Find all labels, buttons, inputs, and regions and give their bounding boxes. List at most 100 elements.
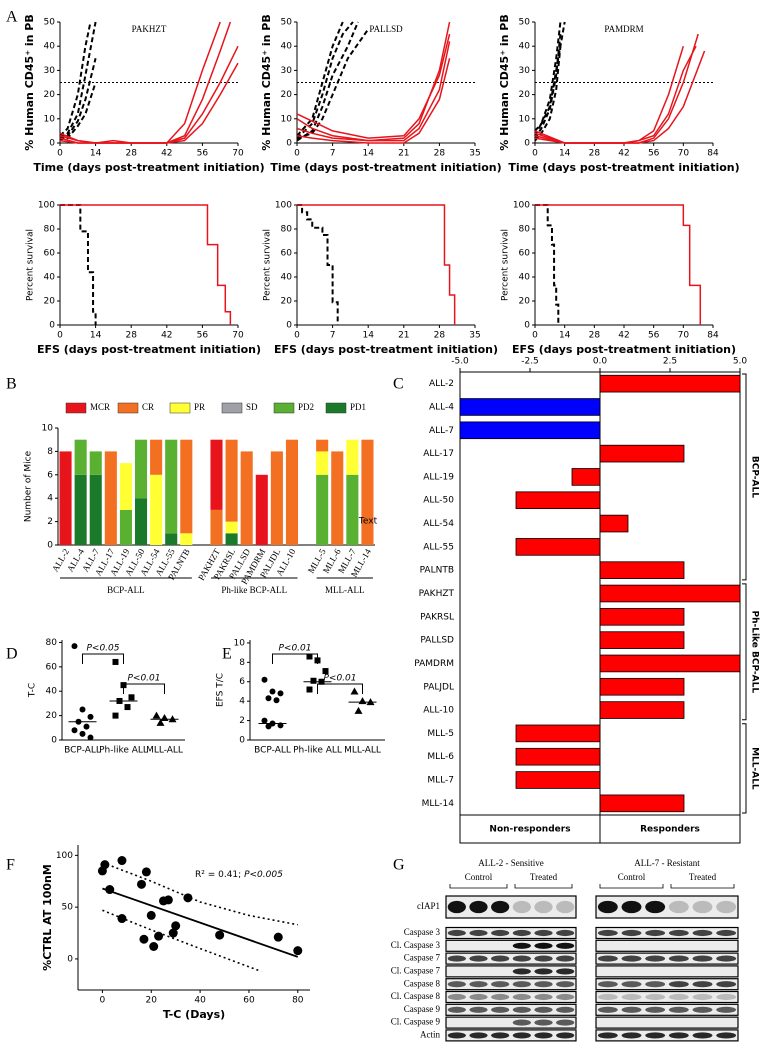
y-tick-label: ALL-4 [429,402,454,412]
blot-band [447,993,466,1001]
x-tick-label: 0 [57,331,63,341]
legend-label: CR [142,402,154,412]
blot-band [556,1006,575,1013]
point [79,706,86,713]
blot-band [556,993,575,1001]
group-label: BCP-ALL [750,456,760,498]
point [322,668,329,675]
y-tick-label: PALJDL [423,682,454,692]
blot-frame [595,939,739,952]
y-axis-label: % Human CD45⁺ in PB [260,14,273,150]
blot-frame [445,939,577,952]
blot-band [469,1032,488,1039]
blot-band [716,1006,737,1013]
point [293,946,303,956]
blot-band [512,1006,531,1013]
blot-band [447,900,466,914]
y-axis-label: % Human CD45⁺ in PB [498,14,511,150]
y-tick-label: 20 [281,297,293,307]
blot-band [534,955,553,962]
y-tick-label: 80 [44,225,56,235]
point [71,727,78,734]
blot-band [645,929,666,937]
x-tick-label: 14 [559,331,571,341]
significance-bracket [123,683,165,694]
x-tick-label: MLL-ALL [344,746,381,756]
condition-bracket [670,884,735,889]
bar-segment [119,463,132,510]
group-label: Ph-Like BCP-ALL [750,610,760,693]
x-axis-label: Time (days post-treatment initiation) [508,161,739,174]
y-tick-label: 6 [239,677,245,687]
data-line [296,21,359,142]
x-tick-label: Ph-like ALL [99,746,148,756]
y-tick-label: 10 [44,114,56,124]
bar-segment [361,439,374,545]
group-bracket [742,723,747,814]
bar-segment [316,451,329,475]
blot-band [668,981,689,988]
y-tick-label: 50 [519,18,531,28]
blot-frame [445,1029,577,1042]
blot-frame [595,1016,739,1029]
y-tick-label: 20 [44,90,56,100]
y-tick-label: PAKHZT [419,589,455,599]
blot-band [668,955,689,962]
legend-label: MCR [90,402,110,412]
x-tick-label: 28 [434,149,446,159]
blot-band [716,900,737,914]
bar-segment [225,521,238,534]
blot-frame [445,1016,577,1029]
annotation-part: P<0.005 [244,870,283,880]
y-tick-label: ALL-17 [423,449,454,459]
x-tick-label: 40 [194,996,206,1006]
legend-label: PD2 [298,402,314,412]
blot-frame [445,965,577,978]
x-tick-label: 28 [589,149,601,159]
bar-segment [270,451,283,545]
y-tick-label: 2 [47,517,53,527]
y-tick-label: 60 [46,662,58,672]
ci-line [102,909,262,973]
x-tick-label: -5.0 [451,357,469,367]
x-tick-label: 70 [232,149,244,159]
y-tick-label: 20 [46,711,58,721]
point [87,734,94,741]
significance-label: P<0.01 [323,674,356,684]
point [273,932,283,942]
blot-band [668,929,689,937]
x-tick-label: 70 [232,331,244,341]
blot-band [491,955,510,962]
point [183,893,193,903]
data-line [59,82,97,140]
y-tick-label: 20 [519,297,531,307]
data-line [534,50,706,144]
bar [599,631,685,649]
blot-band [469,1006,488,1013]
data-line [296,58,451,144]
y-tick-label: 20 [281,90,293,100]
blot-band [512,900,531,914]
survival-curve [297,204,339,325]
blot-row-label: cIAP1 [417,901,440,911]
bar [515,491,601,510]
condition-label: Treated [530,872,558,882]
blot-band [534,981,553,988]
condition-label: Control [465,872,493,882]
x-tick-label: 35 [469,149,480,159]
y-tick-label: 4 [239,697,245,707]
x-tick-label: -2.5 [521,357,539,367]
bar-segment [255,474,268,545]
bar [599,444,685,463]
blot-band [621,993,642,1001]
blot-band [512,1032,531,1039]
bar-segment [134,498,148,545]
x-tick-label: 70 [678,331,690,341]
x-tick-label: 42 [618,149,629,159]
bar-segment [316,474,329,545]
y-tick-label: 50 [62,903,74,913]
y-tick-label: ALL-50 [423,496,454,506]
y-tick-label: 8 [239,658,245,668]
blot-band [597,981,618,988]
y-tick-label: 10 [234,638,246,648]
